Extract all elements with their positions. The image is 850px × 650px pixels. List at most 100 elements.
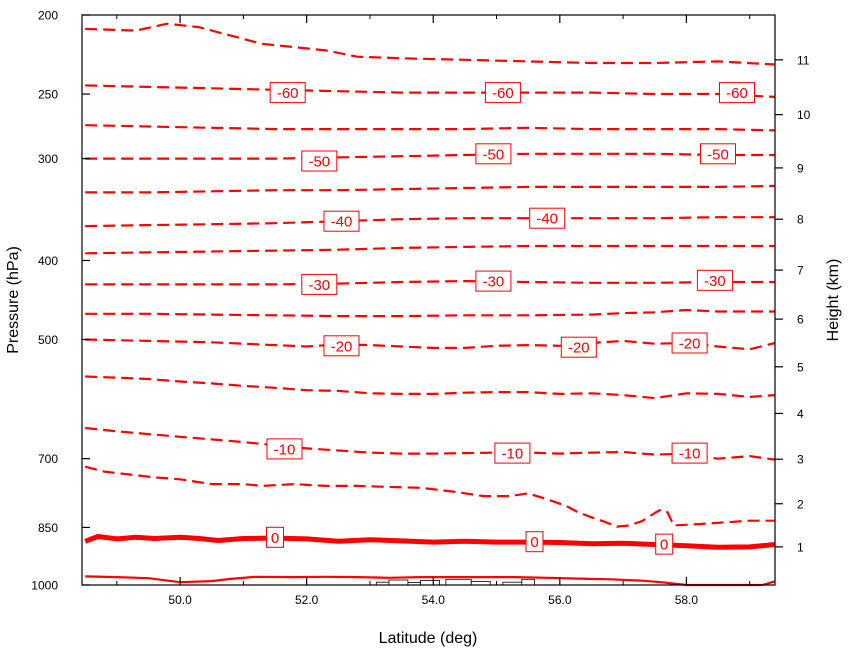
contour-label-text: -10 bbox=[679, 446, 701, 463]
contour-label-text: -20 bbox=[568, 340, 590, 357]
contour-label-box bbox=[529, 207, 566, 229]
contour-label-text: -30 bbox=[704, 273, 726, 290]
y-tick-label: 250 bbox=[38, 88, 58, 102]
contour-label: -10 bbox=[266, 438, 303, 460]
contour-label-text: -20 bbox=[679, 336, 701, 353]
contour-label-box bbox=[323, 335, 360, 357]
y-tick-label: 500 bbox=[38, 333, 58, 347]
contour-label: -20 bbox=[560, 336, 597, 358]
contour-label: -40 bbox=[529, 207, 566, 229]
contour-line-0 bbox=[84, 534, 776, 550]
contour-label-box bbox=[266, 526, 284, 548]
contour-label-box bbox=[269, 82, 306, 104]
contour-label: -40 bbox=[323, 210, 360, 232]
contour-line-minus-30 bbox=[85, 280, 775, 286]
contour-label-text: -30 bbox=[308, 277, 330, 294]
contour-label: -50 bbox=[301, 150, 338, 172]
contour-label-box bbox=[655, 533, 674, 555]
contour-label-text: -60 bbox=[492, 85, 514, 102]
contour-label: -30 bbox=[301, 273, 338, 295]
plot-frame bbox=[81, 14, 776, 586]
contour-line-minus-15 bbox=[85, 375, 776, 400]
terrain-block bbox=[420, 580, 441, 586]
contour-label-text: -20 bbox=[331, 338, 353, 355]
x-tick-label: 56.0 bbox=[548, 593, 572, 607]
contour-label-text: -10 bbox=[274, 441, 296, 458]
contour-lines bbox=[84, 22, 776, 587]
contour-label: -10 bbox=[671, 442, 708, 464]
y2-tick-label: 10 bbox=[797, 108, 811, 122]
contour-label-box bbox=[323, 210, 360, 232]
y2-tick-label: 11 bbox=[797, 53, 810, 67]
y-tick-label: 700 bbox=[38, 452, 58, 466]
y2-tick-label: 7 bbox=[797, 264, 804, 278]
contour-label-text: -50 bbox=[308, 154, 330, 171]
y2-tick-label: 1 bbox=[797, 540, 804, 554]
y2-tick-label: 5 bbox=[797, 360, 804, 374]
contour-label-text: -50 bbox=[483, 146, 505, 163]
contour-line-minus-40 bbox=[85, 216, 775, 228]
contour-label: -60 bbox=[719, 82, 755, 104]
x-tick-label: 52.0 bbox=[295, 593, 319, 607]
contour-label-text: -40 bbox=[536, 211, 558, 228]
y-tick-label: 200 bbox=[38, 9, 58, 23]
x-axis-title: Latitude (deg) bbox=[379, 630, 478, 647]
contour-label-text: -30 bbox=[483, 274, 505, 291]
terrain-block bbox=[445, 578, 472, 586]
contour-label-box bbox=[301, 273, 338, 295]
y2-tick-label: 9 bbox=[797, 161, 804, 175]
y2-tick-label: 3 bbox=[797, 453, 804, 467]
contour-label-box bbox=[525, 531, 544, 553]
x-tick-label: 54.0 bbox=[422, 593, 446, 607]
y-tick-label: 300 bbox=[38, 152, 58, 166]
y2-axis-title: Height (km) bbox=[825, 259, 842, 342]
contour-label-text: 0 bbox=[530, 534, 538, 551]
contour-label: -30 bbox=[696, 269, 733, 291]
contour-label-text: -40 bbox=[331, 214, 353, 231]
contour-label-text: -10 bbox=[502, 446, 524, 463]
contour-labels: -60 -60 -60 -50 -50 -50 -40 -40 -30 -30 -30 -20 -20 -… bbox=[266, 82, 755, 555]
contour-line-5 bbox=[85, 575, 776, 587]
contour-label-box bbox=[671, 442, 708, 464]
contour-label: -20 bbox=[671, 332, 708, 354]
contour-label: 0 bbox=[525, 531, 544, 553]
contour-line-minus-35 bbox=[85, 244, 775, 255]
contour-label-box bbox=[301, 150, 338, 172]
contour-label-box bbox=[719, 82, 755, 104]
contour-label-box bbox=[484, 82, 521, 104]
contour-line-minus-10 bbox=[85, 426, 776, 461]
contour-label: -60 bbox=[269, 82, 306, 104]
contour-line-minus-65 bbox=[85, 22, 776, 66]
y-tick-label: 400 bbox=[38, 254, 58, 268]
contour-label: -10 bbox=[494, 442, 531, 464]
y-axis-title: Pressure (hPa) bbox=[5, 246, 22, 354]
contour-label: 0 bbox=[266, 526, 284, 548]
contour-label-box bbox=[671, 332, 708, 354]
contour-label-box bbox=[475, 270, 512, 292]
terrain-block bbox=[388, 579, 409, 586]
contour-line-minus-55 bbox=[85, 124, 776, 132]
contour-line-minus-25 bbox=[85, 308, 775, 318]
contour-label-box bbox=[696, 269, 733, 291]
contour-label-text: -60 bbox=[277, 85, 299, 102]
contour-label: -30 bbox=[475, 270, 512, 292]
contour-label: -50 bbox=[475, 143, 512, 165]
contour-label-text: -50 bbox=[707, 146, 729, 163]
y2-tick-label: 2 bbox=[797, 497, 804, 511]
contour-line-minus-50 bbox=[85, 152, 775, 160]
contour-label-text: -60 bbox=[726, 85, 748, 102]
contour-label: -20 bbox=[323, 335, 360, 357]
y2-tick-label: 8 bbox=[797, 213, 804, 227]
contour-label-box bbox=[700, 143, 736, 165]
contour-label-box bbox=[494, 442, 531, 464]
contour-label: 0 bbox=[655, 533, 674, 555]
contour-label: -60 bbox=[484, 82, 521, 104]
contour-label: -50 bbox=[700, 143, 736, 165]
y2-tick-label: 6 bbox=[797, 313, 804, 327]
contour-label-box bbox=[560, 336, 597, 358]
contour-label-text: 0 bbox=[660, 537, 668, 554]
y2-tick-label: 4 bbox=[797, 407, 804, 421]
terrain-block bbox=[521, 578, 535, 586]
contour-label-box bbox=[266, 438, 303, 460]
